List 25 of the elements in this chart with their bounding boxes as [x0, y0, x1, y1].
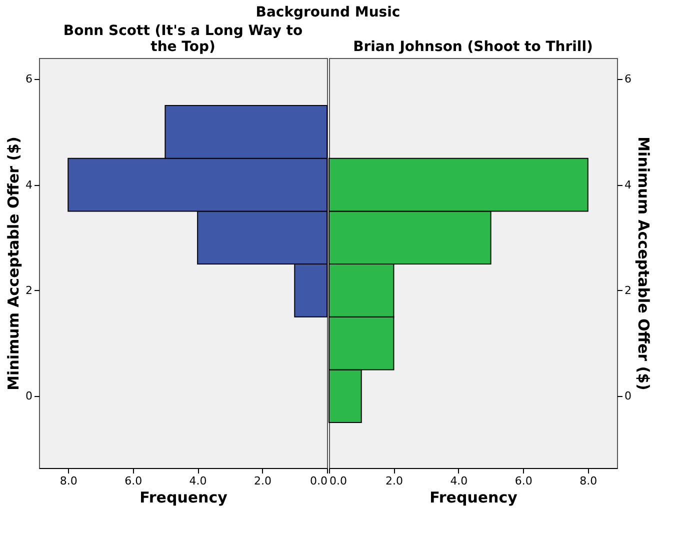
- y-tick-label: 0: [26, 390, 32, 403]
- x-tick-label: 4.0: [189, 474, 207, 488]
- x-tick-label: 4.0: [450, 474, 468, 488]
- x-tick-label: 8.0: [580, 474, 598, 488]
- x-tick-label: 0.0: [330, 474, 347, 488]
- y-tick-label: 0: [624, 390, 632, 403]
- chart-title: Bonn Scott (It's a Long Way to the Top): [63, 23, 303, 55]
- y-tick-label: 2: [26, 284, 32, 297]
- x-axis-title: Frequency: [140, 488, 228, 506]
- x-axis-title: Frequency: [430, 488, 518, 506]
- x-tick-label: 2.0: [254, 474, 272, 488]
- x-tick-label: 8.0: [60, 474, 78, 488]
- y-axis-title: Minimum Acceptable Offer ($): [4, 136, 22, 390]
- x-tick-label: 6.0: [514, 474, 532, 488]
- y-tick-label: 6: [624, 72, 632, 86]
- y-tick-label: 2: [624, 284, 632, 297]
- x-tick-label: 0.0: [310, 474, 328, 488]
- y-tick-label: 6: [26, 72, 32, 86]
- y-tick-label: 4: [624, 178, 632, 192]
- y-tick-label: 4: [26, 178, 32, 192]
- y-axis-title: Minimum Acceptable Offer ($): [634, 136, 652, 390]
- chart-title: Brian Johnson (Shoot to Thrill): [353, 39, 593, 55]
- x-tick-label: 2.0: [385, 474, 403, 488]
- text: Background Music: [256, 4, 400, 20]
- x-tick-label: 6.0: [124, 474, 142, 488]
